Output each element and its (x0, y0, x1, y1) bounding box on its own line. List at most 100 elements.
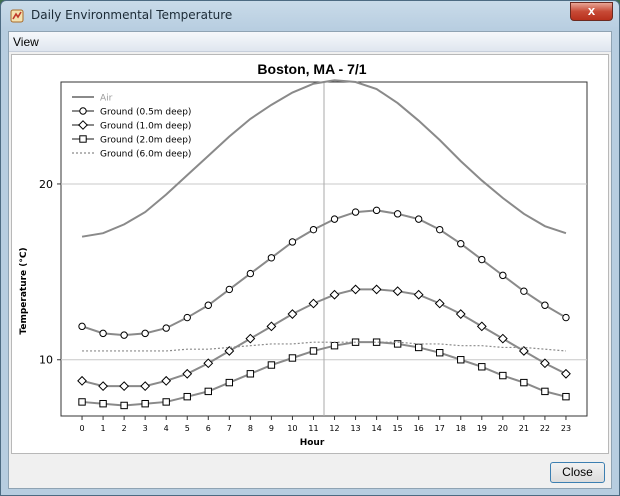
window-close-button[interactable]: x (570, 2, 613, 21)
data-point (288, 354, 297, 362)
series-line-0 (81, 79, 567, 238)
menu-bar: View (9, 32, 611, 52)
x-tick-label: 18 (456, 424, 466, 433)
legend-marker (79, 135, 87, 143)
data-point (478, 255, 486, 264)
x-tick-label: 17 (435, 424, 445, 433)
x-tick-label: 6 (206, 424, 211, 433)
data-point (140, 381, 151, 392)
data-point (330, 341, 339, 350)
data-point (350, 284, 361, 295)
x-tick-label: 5 (185, 424, 190, 433)
title-bar[interactable]: Daily Environmental Temperature x (1, 1, 619, 31)
data-point (541, 387, 549, 396)
data-point (288, 238, 297, 246)
data-point (267, 254, 276, 262)
legend-label: Air (100, 94, 113, 104)
data-point (540, 358, 550, 369)
data-point (476, 321, 487, 332)
data-point (203, 358, 214, 369)
data-point (162, 398, 170, 406)
data-point (266, 321, 277, 332)
data-point (119, 381, 130, 392)
x-tick-label: 14 (372, 424, 382, 433)
data-point (308, 298, 319, 309)
data-point (393, 340, 402, 348)
series-line-4 (82, 341, 567, 352)
data-point (520, 378, 528, 387)
data-point (434, 298, 445, 309)
y-tick-label: 10 (39, 354, 53, 367)
data-point (99, 329, 107, 338)
close-button[interactable]: Close (550, 462, 605, 483)
data-point (457, 240, 465, 248)
data-point (120, 331, 128, 339)
menu-view[interactable]: View (13, 35, 39, 49)
data-point (225, 378, 234, 387)
x-axis-label: Hour (300, 438, 325, 448)
x-tick-label: 1 (101, 424, 106, 433)
data-point (436, 225, 444, 234)
thermometer-chart-icon (10, 9, 24, 23)
x-tick-label: 8 (248, 424, 253, 433)
data-point (499, 271, 507, 280)
data-point (245, 333, 256, 344)
data-point (330, 215, 339, 223)
data-point (436, 349, 444, 357)
window-title: Daily Environmental Temperature (31, 8, 233, 22)
data-point (99, 399, 107, 408)
data-point (520, 287, 528, 295)
x-tick-label: 7 (227, 424, 232, 433)
data-point (182, 368, 193, 379)
data-point (457, 356, 465, 364)
data-point (518, 346, 529, 356)
x-tick-label: 15 (393, 424, 403, 433)
data-point (372, 338, 381, 346)
data-point (562, 313, 570, 322)
data-point (414, 215, 423, 223)
data-point (162, 324, 170, 332)
x-tick-label: 10 (287, 424, 297, 433)
data-point (329, 289, 340, 300)
data-point (455, 309, 466, 319)
x-tick-label: 2 (122, 424, 127, 433)
data-point (141, 329, 149, 338)
x-tick-label: 21 (519, 424, 529, 433)
legend: Air Ground (0.5m deep) Ground (1.0m deep) G… (72, 94, 191, 160)
data-point (224, 346, 235, 356)
data-point (392, 286, 403, 297)
legend-label: Ground (2.0m deep) (100, 136, 191, 146)
button-bar: Close (9, 457, 611, 488)
temperature-chart: Boston, MA - 7/1 Hour Temperature (°C) 0… (19, 61, 588, 448)
data-point (414, 343, 423, 352)
data-point (561, 368, 571, 379)
x-tick-label: 11 (308, 424, 318, 433)
legend-marker (79, 107, 87, 115)
legend-marker (78, 120, 88, 130)
data-point (183, 392, 191, 401)
data-point (204, 301, 212, 309)
x-tick-label: 3 (143, 424, 148, 433)
x-tick-label: 0 (79, 424, 84, 433)
data-point (77, 375, 87, 386)
chart-title: Boston, MA - 7/1 (257, 61, 366, 77)
data-point (78, 322, 86, 331)
data-point (287, 309, 298, 319)
x-tick-label: 13 (350, 424, 360, 433)
data-point (161, 375, 172, 386)
x-tick-label: 19 (477, 424, 487, 433)
chart-panel: Boston, MA - 7/1 Hour Temperature (°C) 0… (11, 54, 609, 454)
data-point (267, 361, 276, 369)
x-tick-label: 22 (540, 424, 550, 433)
data-point (120, 401, 128, 410)
data-point (141, 399, 149, 408)
x-tick-label: 12 (329, 424, 339, 433)
data-point (562, 392, 570, 401)
x-tick-label: 23 (561, 424, 571, 433)
data-point (309, 347, 318, 355)
client-area: View Boston, MA - 7/1 Hour Temperature (… (8, 31, 612, 489)
data-point (499, 371, 507, 380)
y-tick-label: 20 (39, 178, 53, 191)
legend-label: Ground (6.0m deep) (100, 150, 191, 160)
